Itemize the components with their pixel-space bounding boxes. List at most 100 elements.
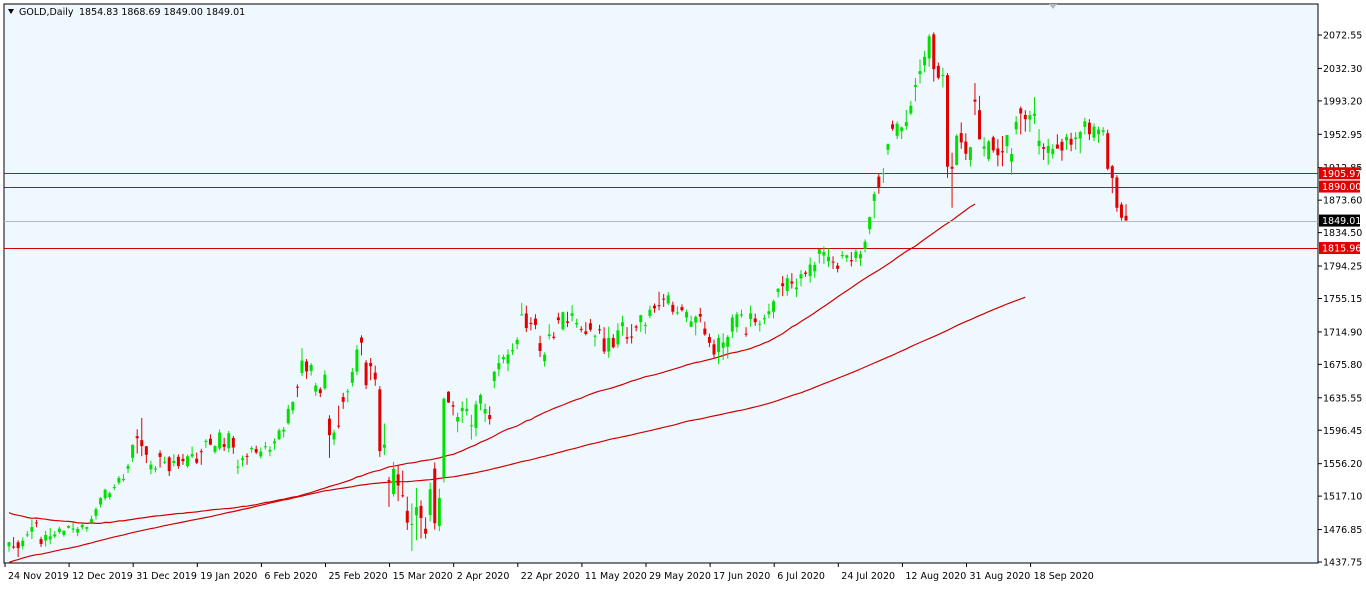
- candle: [131, 444, 135, 463]
- candle-body: [501, 357, 505, 360]
- candle-body: [1124, 215, 1128, 221]
- candle: [190, 446, 194, 458]
- candle-body: [208, 438, 212, 445]
- candle: [108, 491, 112, 500]
- triangle-down-icon[interactable]: [8, 9, 14, 14]
- candle: [259, 447, 263, 459]
- slow-moving-average-line: [8, 296, 1026, 564]
- candle-body: [1065, 136, 1069, 141]
- candle-body: [1005, 135, 1009, 147]
- candle-body: [89, 519, 93, 523]
- time-tick-label: 22 Apr 2020: [521, 571, 580, 582]
- candle: [749, 305, 753, 327]
- candle: [433, 462, 437, 530]
- candle-body: [1119, 204, 1123, 218]
- candle-body: [85, 527, 89, 529]
- candle-body: [419, 505, 423, 519]
- candle-body: [236, 466, 240, 468]
- candle: [291, 401, 295, 415]
- candle: [799, 270, 803, 287]
- candle: [652, 303, 656, 313]
- candle-body: [707, 336, 711, 343]
- candle-body: [895, 123, 899, 136]
- price-tick-label: 1596.45: [1323, 426, 1362, 437]
- candle: [904, 109, 908, 130]
- price-tick-label: 1476.85: [1323, 525, 1362, 536]
- candle: [533, 314, 537, 330]
- candle-body: [25, 534, 29, 536]
- candle: [1115, 175, 1119, 212]
- candle: [689, 315, 693, 328]
- price-tick-label: 1834.50: [1323, 228, 1362, 239]
- candle: [598, 324, 602, 334]
- candle: [465, 398, 469, 416]
- candle-body: [1019, 108, 1023, 114]
- candle-body: [744, 333, 748, 335]
- candle: [1014, 116, 1018, 135]
- candle-body: [950, 166, 954, 169]
- candle: [511, 343, 515, 355]
- candle: [364, 360, 368, 390]
- time-tick-label: 6 Feb 2020: [264, 571, 317, 582]
- candle: [584, 322, 588, 336]
- candle: [781, 276, 785, 297]
- candle: [735, 311, 739, 333]
- candle-body: [598, 329, 602, 331]
- candle-body: [117, 477, 121, 483]
- candle: [153, 466, 157, 473]
- candle-body: [730, 317, 734, 332]
- candle: [437, 488, 441, 532]
- candle-body: [1087, 122, 1091, 135]
- candle-body: [987, 141, 991, 160]
- candle-body: [282, 429, 286, 432]
- candle-body: [968, 147, 972, 160]
- candle: [538, 335, 542, 357]
- candle: [387, 476, 391, 507]
- candle-body: [387, 480, 391, 482]
- candle: [950, 152, 954, 208]
- candle: [67, 525, 71, 529]
- candle-body: [662, 298, 666, 300]
- candle-body: [776, 288, 780, 292]
- candle-body: [941, 74, 945, 76]
- candle-body: [982, 146, 986, 149]
- candle: [717, 334, 721, 365]
- candle-body: [913, 85, 917, 87]
- candle: [753, 313, 757, 326]
- candle-body: [1115, 177, 1119, 208]
- price-label-badge: 1815.96: [1319, 242, 1361, 255]
- candle: [859, 250, 863, 266]
- candle-body: [199, 451, 203, 453]
- candle: [712, 339, 716, 358]
- candle-body: [112, 487, 116, 489]
- candle-body: [167, 457, 171, 472]
- candle: [103, 488, 107, 501]
- candle: [1051, 144, 1055, 159]
- candle: [30, 519, 34, 540]
- candle: [620, 315, 624, 336]
- candle-body: [579, 328, 583, 330]
- candle: [76, 527, 80, 537]
- candle: [1042, 143, 1046, 160]
- candle: [222, 437, 226, 452]
- candle: [524, 305, 528, 333]
- candle: [186, 454, 190, 468]
- candle-body: [332, 432, 336, 440]
- candle-body: [607, 337, 611, 352]
- time-tick-label: 29 May 2020: [649, 571, 711, 582]
- candle: [826, 248, 830, 267]
- candle: [85, 526, 89, 532]
- candle-body: [1046, 146, 1050, 153]
- candle-body: [762, 318, 766, 320]
- candle-body: [474, 404, 478, 428]
- candle-body: [996, 148, 1000, 156]
- candle: [446, 391, 450, 403]
- candle-body: [881, 173, 885, 175]
- candle-body: [396, 474, 400, 486]
- candle-body: [964, 141, 968, 154]
- scroll-marker-icon[interactable]: [1049, 4, 1057, 9]
- candle: [1078, 130, 1082, 154]
- candle: [868, 216, 872, 235]
- candle: [817, 248, 821, 264]
- candle: [955, 134, 959, 166]
